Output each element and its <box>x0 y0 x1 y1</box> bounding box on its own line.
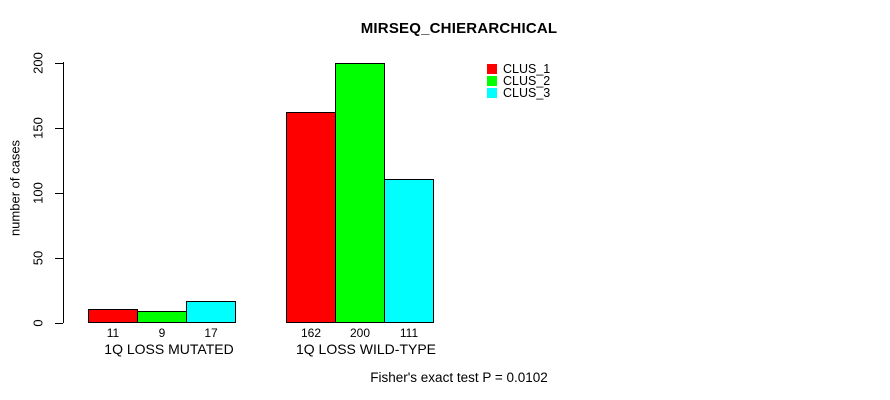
y-axis-tick <box>55 258 63 259</box>
y-axis-tick <box>55 323 63 324</box>
bar-clus_1 <box>286 112 336 323</box>
legend-item: CLUS_2 <box>487 75 550 87</box>
y-axis-tick-label: 0 <box>30 319 46 327</box>
y-axis-tick <box>55 63 63 64</box>
y-axis-tick-label: 200 <box>30 52 46 74</box>
legend-color-swatch <box>487 76 497 86</box>
bar-clus_2 <box>335 63 385 323</box>
legend-item-label: CLUS_1 <box>503 62 551 76</box>
bar-value-label: 11 <box>106 326 120 340</box>
bar-clus_3 <box>186 301 236 323</box>
bar-clus_2 <box>137 311 187 323</box>
x-axis-category-label: 1Q LOSS WILD-TYPE <box>295 341 437 357</box>
y-axis-tick <box>55 193 63 194</box>
y-axis-tick-label: 50 <box>30 250 46 266</box>
bar-value-label: 111 <box>399 326 419 340</box>
bar-value-label: 9 <box>158 326 166 340</box>
legend-color-swatch <box>487 88 497 98</box>
legend-item-label: CLUS_2 <box>503 74 551 88</box>
bar-value-label: 162 <box>300 326 322 340</box>
legend-item: CLUS_3 <box>487 87 550 99</box>
bar-clus_1 <box>88 309 138 323</box>
y-axis-line <box>63 62 64 323</box>
bar-value-label: 17 <box>204 326 218 340</box>
y-axis-title: number of cases <box>7 139 23 237</box>
bar-clus_3 <box>384 179 434 323</box>
legend-item-label: CLUS_3 <box>503 86 551 100</box>
y-axis-tick-label: 100 <box>30 182 46 204</box>
bar-value-label: 200 <box>349 326 371 340</box>
chart-title: MIRSEQ_CHIERARCHICAL <box>360 20 558 37</box>
x-axis-category-label: 1Q LOSS MUTATED <box>104 341 234 357</box>
legend: CLUS_1 CLUS_2 CLUS_3 <box>487 63 550 99</box>
legend-color-swatch <box>487 64 497 74</box>
annotation-text: Fisher's exact test P = 0.0102 <box>370 370 548 385</box>
legend-item: CLUS_1 <box>487 63 550 75</box>
y-axis-tick <box>55 128 63 129</box>
y-axis-tick-label: 150 <box>30 117 46 139</box>
